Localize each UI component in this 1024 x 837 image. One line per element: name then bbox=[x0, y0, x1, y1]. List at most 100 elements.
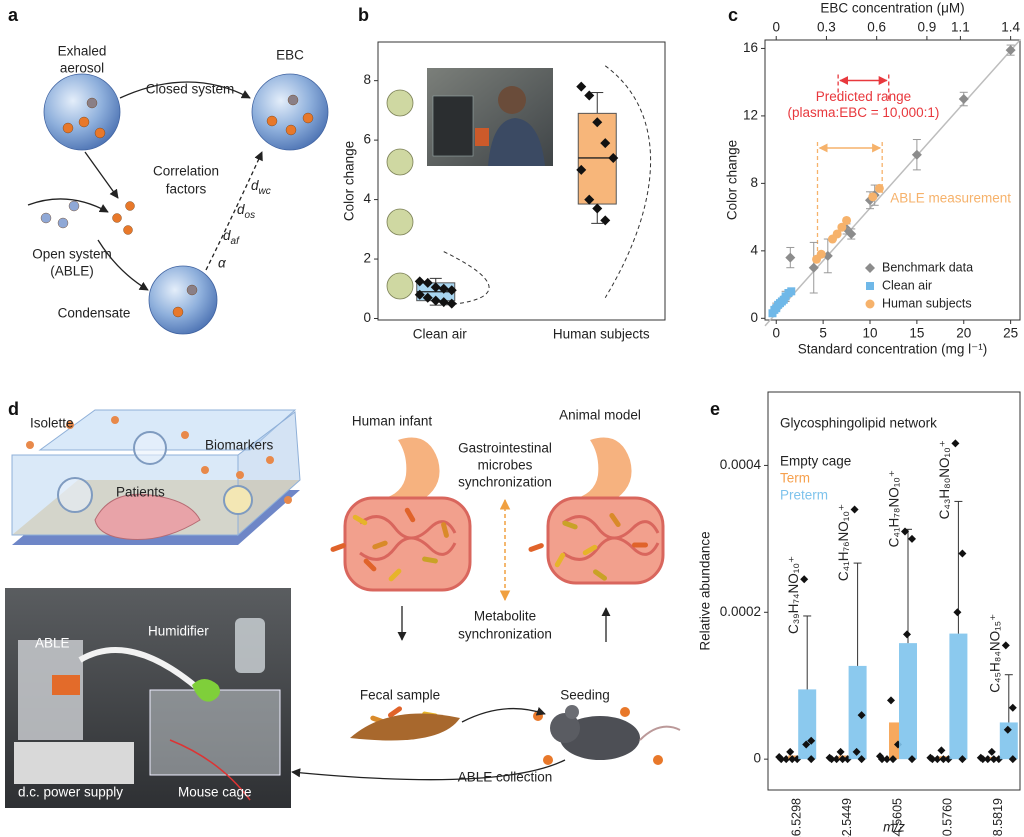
microbe bbox=[632, 542, 648, 548]
seed-dot bbox=[653, 755, 663, 765]
intestine-folds bbox=[359, 515, 457, 561]
point bbox=[903, 630, 911, 639]
formula: C₄₃H₈₀NO₁₀⁺ bbox=[937, 440, 952, 519]
microbe bbox=[441, 522, 449, 538]
annotation: Predicted range bbox=[816, 89, 911, 104]
biomarker-dot bbox=[266, 456, 274, 464]
x-tick-label: 5 bbox=[819, 326, 827, 341]
y-axis-label: Color change bbox=[342, 141, 357, 221]
point bbox=[874, 183, 884, 193]
particle bbox=[68, 200, 80, 212]
point bbox=[958, 94, 969, 105]
plot-frame bbox=[767, 391, 1021, 791]
microbe bbox=[330, 543, 346, 552]
point bbox=[857, 711, 866, 720]
label: Humidifier bbox=[148, 624, 209, 639]
y-axis-label: Color change bbox=[725, 140, 740, 220]
arrow bbox=[291, 759, 566, 781]
x-tick-label: 0 bbox=[772, 326, 780, 341]
particle bbox=[302, 112, 314, 124]
microbe bbox=[363, 558, 377, 572]
photo-person-head bbox=[498, 86, 526, 114]
label: Gastrointestinal bbox=[458, 441, 552, 456]
bar bbox=[949, 633, 968, 760]
label: Metabolite bbox=[474, 609, 536, 624]
point bbox=[878, 755, 886, 764]
microbe bbox=[592, 569, 608, 581]
plot-frame bbox=[764, 39, 1021, 321]
point bbox=[592, 203, 603, 214]
photo-orange bbox=[52, 675, 80, 695]
panel-label: a bbox=[8, 5, 19, 25]
mouse-tail bbox=[639, 725, 681, 741]
arrow bbox=[84, 151, 119, 199]
formula: C₃₉H₇₄NO₁₀⁺ bbox=[786, 556, 801, 634]
point bbox=[953, 608, 962, 617]
label: Condensate bbox=[58, 306, 131, 321]
y-tick-label: 2 bbox=[363, 251, 371, 266]
particle bbox=[112, 213, 122, 223]
microbe bbox=[554, 552, 566, 568]
biomarker-dot bbox=[26, 441, 34, 449]
point bbox=[802, 740, 811, 749]
particle bbox=[172, 306, 184, 318]
point bbox=[832, 229, 842, 239]
particle bbox=[62, 122, 74, 134]
point bbox=[787, 287, 796, 296]
porthole bbox=[133, 431, 167, 465]
panel-label: b bbox=[358, 5, 369, 25]
microbe bbox=[352, 514, 368, 526]
x2-axis-label: EBC concentration (μM) bbox=[820, 1, 964, 16]
label: Biomarkers bbox=[205, 438, 274, 453]
label: Exhaled bbox=[58, 44, 107, 59]
annotation: ABLE measurement bbox=[890, 191, 1011, 206]
legend-label: Preterm bbox=[780, 488, 828, 503]
y-axis-label: Relative abundance bbox=[698, 531, 713, 650]
point bbox=[852, 747, 861, 756]
color-swatch bbox=[386, 272, 414, 300]
x-tick-label: 20 bbox=[956, 326, 971, 341]
distance-label: dwc bbox=[251, 178, 271, 197]
point bbox=[807, 736, 816, 745]
point bbox=[438, 297, 449, 308]
microbe bbox=[422, 556, 438, 564]
photo-cage bbox=[149, 689, 281, 776]
y-tick-label: 12 bbox=[743, 107, 758, 122]
microbe bbox=[528, 543, 544, 552]
point bbox=[987, 747, 996, 756]
microbe bbox=[562, 520, 578, 530]
label: aerosol bbox=[60, 61, 104, 76]
porthole bbox=[57, 477, 93, 513]
point bbox=[584, 90, 595, 101]
violin bbox=[443, 251, 490, 306]
label: synchronization bbox=[458, 627, 552, 642]
particle bbox=[186, 284, 198, 296]
point bbox=[592, 117, 603, 128]
biomarker-dot bbox=[236, 471, 244, 479]
microbe bbox=[372, 540, 388, 550]
particle bbox=[266, 115, 278, 127]
isolette-top bbox=[38, 409, 297, 451]
point bbox=[911, 149, 922, 160]
point bbox=[422, 292, 433, 303]
infant bbox=[94, 493, 201, 541]
point bbox=[951, 439, 960, 448]
label: Open system bbox=[32, 247, 112, 262]
point bbox=[939, 755, 948, 764]
intestine-folds bbox=[562, 515, 660, 561]
x2-tick-label: 0.9 bbox=[918, 20, 937, 35]
point bbox=[837, 222, 847, 232]
microbe bbox=[582, 544, 598, 556]
photo-humidifier bbox=[235, 618, 265, 673]
distance-label: daf bbox=[223, 228, 240, 247]
point bbox=[850, 505, 859, 514]
particle bbox=[285, 124, 297, 136]
point bbox=[446, 285, 457, 296]
y-tick-label: 0 bbox=[750, 310, 758, 325]
y-tick-label: 8 bbox=[750, 175, 758, 190]
sphere bbox=[43, 73, 121, 151]
point bbox=[838, 755, 847, 764]
point bbox=[777, 755, 786, 764]
point bbox=[608, 152, 619, 163]
panel-label: e bbox=[710, 399, 720, 419]
